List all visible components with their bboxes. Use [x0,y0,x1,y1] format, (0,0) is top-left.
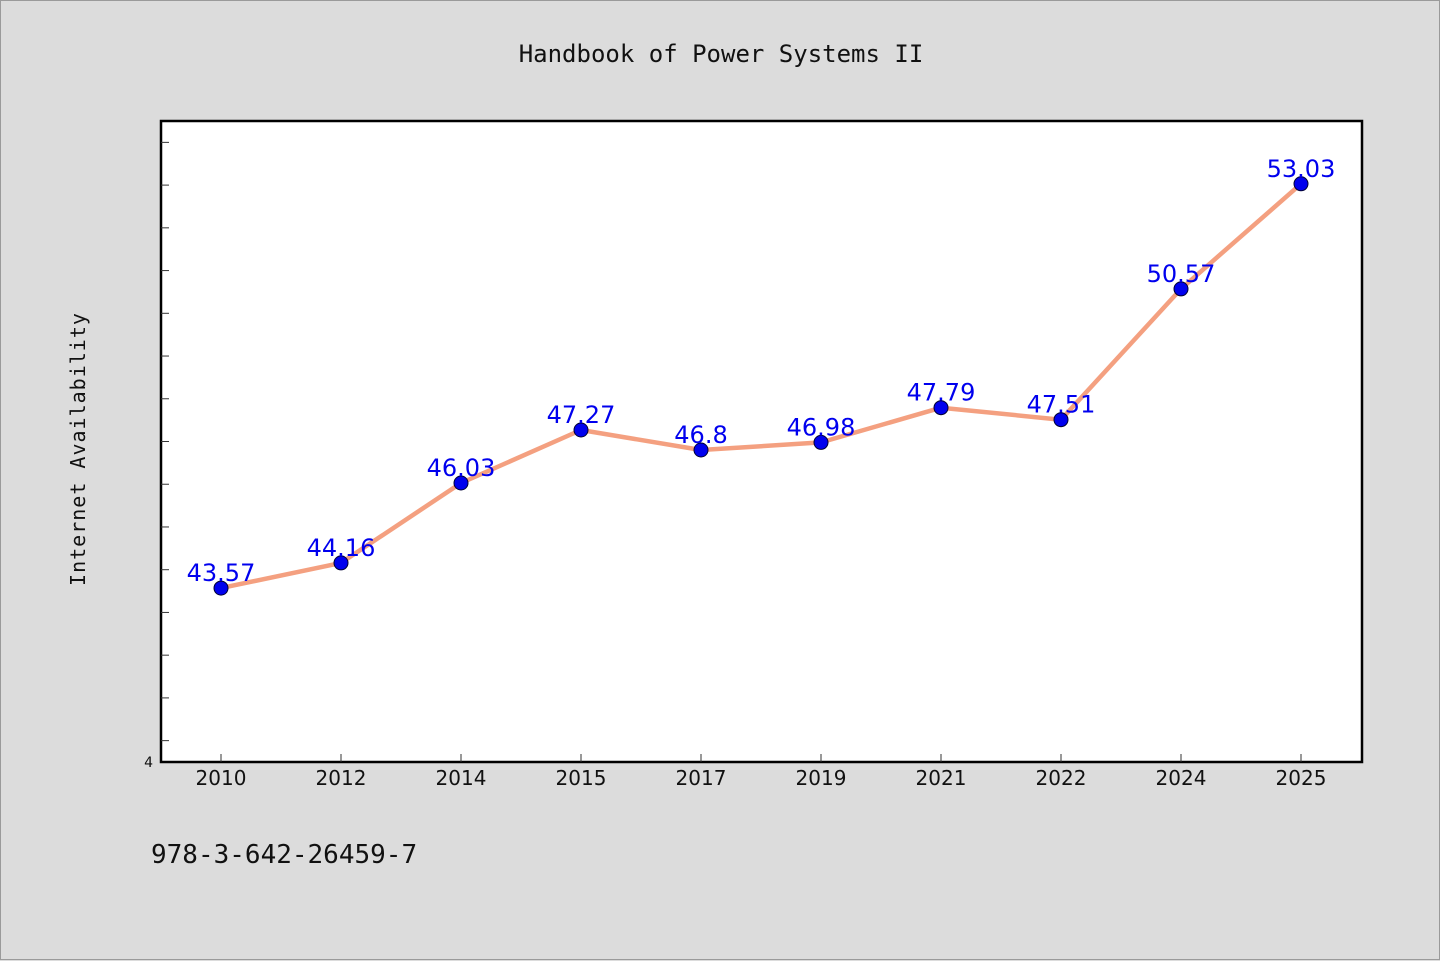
y-tick-label: 4 [144,755,153,771]
series-line [218,181,1304,591]
data-label: 46.98 [787,413,856,441]
plot-area [159,119,1364,764]
data-label: 46.03 [427,454,496,482]
data-label: 50.57 [1147,260,1216,288]
data-point [1173,281,1189,297]
data-label: 46.8 [674,421,727,449]
data-label: 44.16 [307,534,376,562]
data-point [573,422,589,438]
data-point [1293,176,1309,192]
x-tick-label: 2021 [916,766,967,790]
x-tick-label: 2014 [436,766,487,790]
data-label: 47.51 [1027,391,1096,419]
data-labels: 43.57 44.16 46.03 47.27 46.8 46.98 47.79 47.51 5… [187,155,1336,587]
x-tick-label: 2025 [1276,766,1327,790]
series-markers [213,176,1309,596]
x-tick-label: 2022 [1036,766,1087,790]
data-point [1053,412,1069,428]
x-tick-label: 2010 [196,766,247,790]
data-point [933,400,949,416]
data-point [333,555,349,571]
x-axis-ticks: 2010 2012 2014 2015 2017 2019 2021 2022 2024 2025 [196,754,1327,790]
x-tick-label: 2015 [556,766,607,790]
data-label: 47.27 [547,401,616,429]
data-point [693,442,709,458]
isbn-footer: 978-3-642-26459-7 [151,840,417,870]
x-tick-label: 2017 [676,766,727,790]
data-point [813,434,829,450]
x-tick-label: 2024 [1156,766,1207,790]
chart-title: Handbook of Power Systems II [519,40,924,68]
x-tick-label: 2019 [796,766,847,790]
x-tick-label: 2012 [316,766,367,790]
data-label: 53.03 [1267,155,1336,183]
data-point [213,580,229,596]
data-label: 43.57 [187,559,256,587]
data-label: 47.79 [907,379,976,407]
y-axis-label: Internet Availability [66,312,90,586]
series-line-group [218,181,1304,591]
y-axis-ticks: 4 [144,141,169,771]
data-point [453,475,469,491]
